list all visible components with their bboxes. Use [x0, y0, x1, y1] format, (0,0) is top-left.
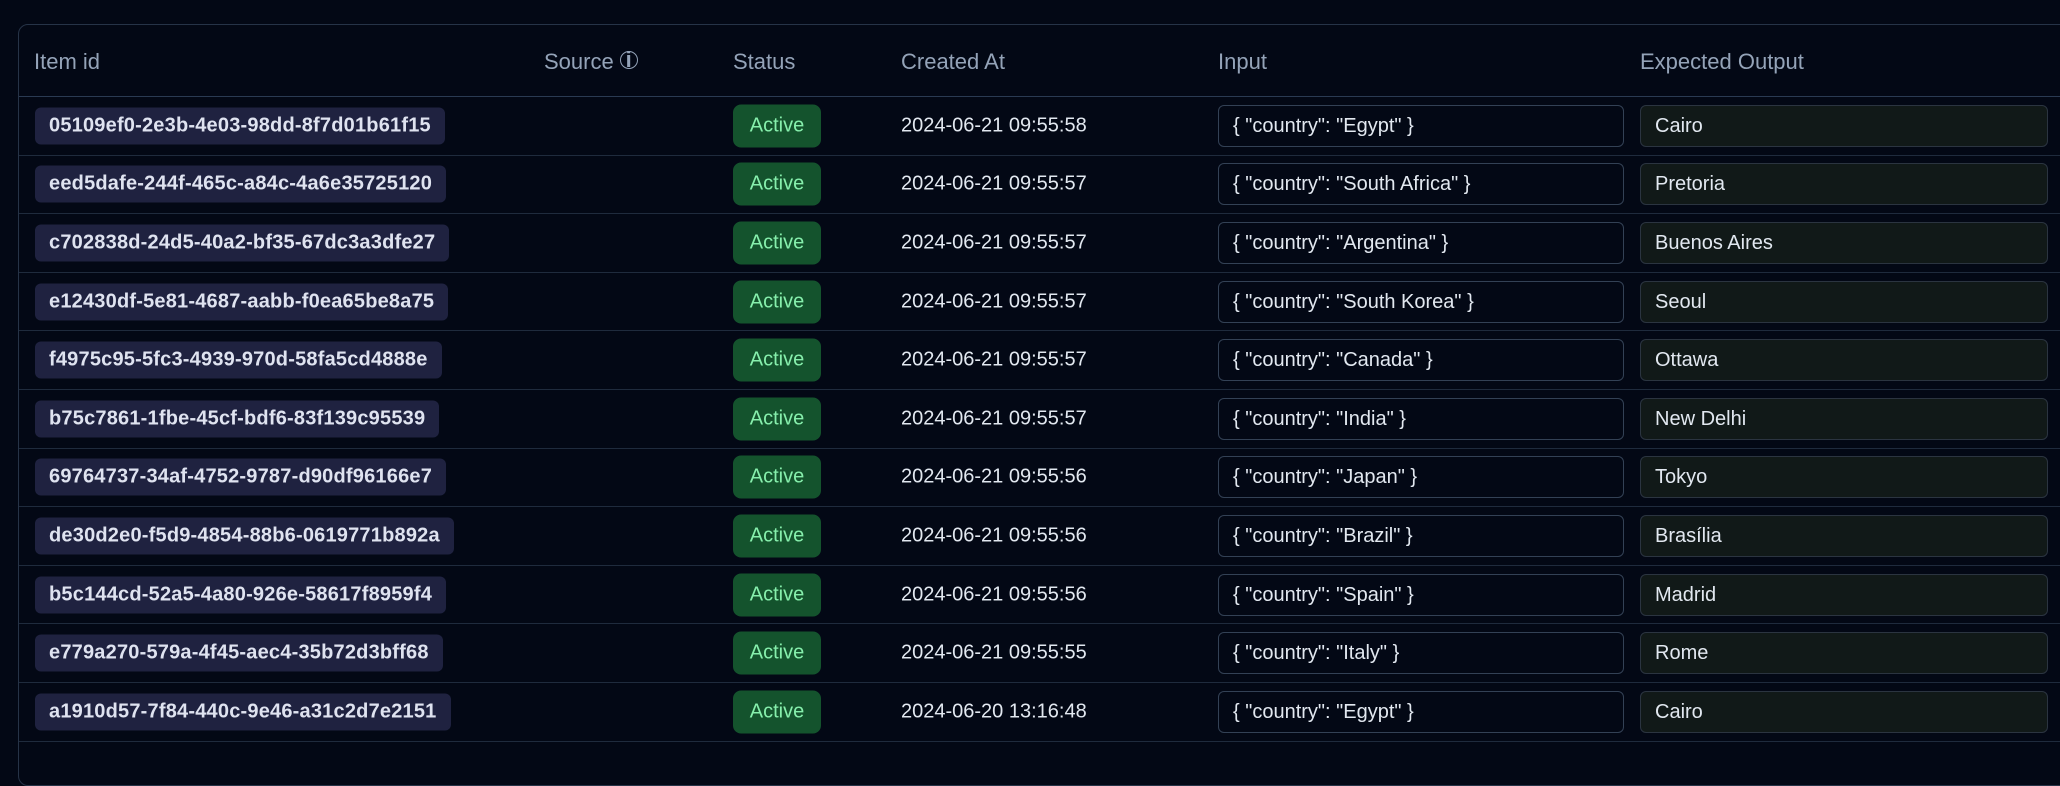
expected-output-cell[interactable]: Cairo	[1640, 104, 2048, 147]
item-id-pill[interactable]: e12430df-5e81-4687-aabb-f0ea65be8a75	[35, 283, 449, 321]
status-badge: Active	[733, 397, 821, 441]
status-badge: Active	[733, 690, 821, 734]
created-at: 2024-06-21 09:55:57	[901, 172, 1087, 195]
item-id-pill[interactable]: 05109ef0-2e3b-4e03-98dd-8f7d01b61f15	[35, 107, 445, 145]
created-at: 2024-06-21 09:55:57	[901, 231, 1087, 254]
item-id-pill[interactable]: de30d2e0-f5d9-4854-88b6-0619771b892a	[35, 517, 454, 555]
table-row[interactable]: a1910d57-7f84-440c-9e46-a31c2d7e2151 Acti…	[19, 683, 2060, 742]
expected-output-cell[interactable]: Seoul	[1640, 280, 2048, 323]
input-cell[interactable]: { "country": "India" }	[1218, 397, 1624, 440]
header-item-id[interactable]: Item id	[34, 49, 101, 74]
status-badge: Active	[733, 455, 821, 499]
status-badge: Active	[733, 162, 821, 206]
status-badge: Active	[733, 573, 821, 617]
input-cell[interactable]: { "country": "Canada" }	[1218, 339, 1624, 382]
header-created-at[interactable]: Created At	[901, 49, 1005, 74]
input-cell[interactable]: { "country": "Japan" }	[1218, 456, 1624, 499]
expected-output-cell[interactable]: Rome	[1640, 632, 2048, 675]
expected-output-cell[interactable]: Brasília	[1640, 514, 2048, 557]
table-row[interactable]: b5c144cd-52a5-4a80-926e-58617f8959f4 Acti…	[19, 566, 2060, 625]
status-badge: Active	[733, 514, 821, 558]
input-cell[interactable]: { "country": "South Korea" }	[1218, 280, 1624, 323]
status-badge: Active	[733, 631, 821, 675]
input-cell[interactable]: { "country": "Spain" }	[1218, 573, 1624, 616]
input-cell[interactable]: { "country": "Italy" }	[1218, 632, 1624, 675]
item-id-pill[interactable]: e779a270-579a-4f45-aec4-35b72d3bff68	[35, 634, 443, 672]
input-cell[interactable]: { "country": "Egypt" }	[1218, 690, 1624, 733]
input-cell[interactable]: { "country": "Argentina" }	[1218, 221, 1624, 264]
header-source[interactable]: Source i	[544, 49, 638, 75]
expected-output-cell[interactable]: Cairo	[1640, 690, 2048, 733]
header-expected-output[interactable]: Expected Output	[1640, 49, 1804, 74]
created-at: 2024-06-20 13:16:48	[901, 700, 1087, 723]
table-row[interactable]: e12430df-5e81-4687-aabb-f0ea65be8a75 Acti…	[19, 273, 2060, 332]
item-id-pill[interactable]: a1910d57-7f84-440c-9e46-a31c2d7e2151	[35, 693, 451, 731]
status-badge: Active	[733, 104, 821, 148]
created-at: 2024-06-21 09:55:55	[901, 641, 1087, 664]
status-badge: Active	[733, 338, 821, 382]
info-icon[interactable]: i	[619, 49, 638, 71]
table-row[interactable]: de30d2e0-f5d9-4854-88b6-0619771b892a Acti…	[19, 507, 2060, 566]
table-row[interactable]: eed5dafe-244f-465c-a84c-4a6e35725120 Acti…	[19, 156, 2060, 215]
created-at: 2024-06-21 09:55:57	[901, 348, 1087, 371]
dataset-items-table: Item id Source i Status Created At Input …	[18, 24, 2060, 786]
status-badge: Active	[733, 221, 821, 265]
item-id-pill[interactable]: 69764737-34af-4752-9787-d90df96166e7	[35, 458, 447, 496]
item-id-pill[interactable]: b5c144cd-52a5-4a80-926e-58617f8959f4	[35, 576, 447, 614]
created-at: 2024-06-21 09:55:56	[901, 524, 1087, 547]
created-at: 2024-06-21 09:55:56	[901, 583, 1087, 606]
item-id-pill[interactable]: c702838d-24d5-40a2-bf35-67dc3a3dfe27	[35, 224, 450, 262]
expected-output-cell[interactable]: Pretoria	[1640, 163, 2048, 206]
item-id-pill[interactable]: f4975c95-5fc3-4939-970d-58fa5cd4888e	[35, 341, 442, 379]
table-row[interactable]: e779a270-579a-4f45-aec4-35b72d3bff68 Acti…	[19, 624, 2060, 683]
expected-output-cell[interactable]: New Delhi	[1640, 397, 2048, 440]
table-header: Item id Source i Status Created At Input …	[19, 25, 2060, 97]
expected-output-cell[interactable]: Ottawa	[1640, 339, 2048, 382]
expected-output-cell[interactable]: Madrid	[1640, 573, 2048, 616]
table-row[interactable]: c702838d-24d5-40a2-bf35-67dc3a3dfe27 Acti…	[19, 214, 2060, 273]
input-cell[interactable]: { "country": "Brazil" }	[1218, 514, 1624, 557]
created-at: 2024-06-21 09:55:56	[901, 465, 1087, 488]
item-id-pill[interactable]: eed5dafe-244f-465c-a84c-4a6e35725120	[35, 165, 447, 203]
table-row[interactable]: 69764737-34af-4752-9787-d90df96166e7 Acti…	[19, 449, 2060, 508]
expected-output-cell[interactable]: Buenos Aires	[1640, 221, 2048, 264]
table-body: 05109ef0-2e3b-4e03-98dd-8f7d01b61f15 Acti…	[19, 97, 2060, 742]
header-input[interactable]: Input	[1218, 49, 1267, 74]
item-id-pill[interactable]: b75c7861-1fbe-45cf-bdf6-83f139c95539	[35, 400, 440, 438]
header-status[interactable]: Status	[733, 49, 796, 74]
created-at: 2024-06-21 09:55:57	[901, 407, 1087, 430]
created-at: 2024-06-21 09:55:57	[901, 290, 1087, 313]
created-at: 2024-06-21 09:55:58	[901, 114, 1087, 137]
input-cell[interactable]: { "country": "Egypt" }	[1218, 104, 1624, 147]
table-row[interactable]: f4975c95-5fc3-4939-970d-58fa5cd4888e Acti…	[19, 331, 2060, 390]
header-source-label: Source	[544, 49, 614, 74]
input-cell[interactable]: { "country": "South Africa" }	[1218, 163, 1624, 206]
table-row[interactable]: 05109ef0-2e3b-4e03-98dd-8f7d01b61f15 Acti…	[19, 97, 2060, 156]
expected-output-cell[interactable]: Tokyo	[1640, 456, 2048, 499]
status-badge: Active	[733, 280, 821, 324]
table-row[interactable]: b75c7861-1fbe-45cf-bdf6-83f139c95539 Acti…	[19, 390, 2060, 449]
